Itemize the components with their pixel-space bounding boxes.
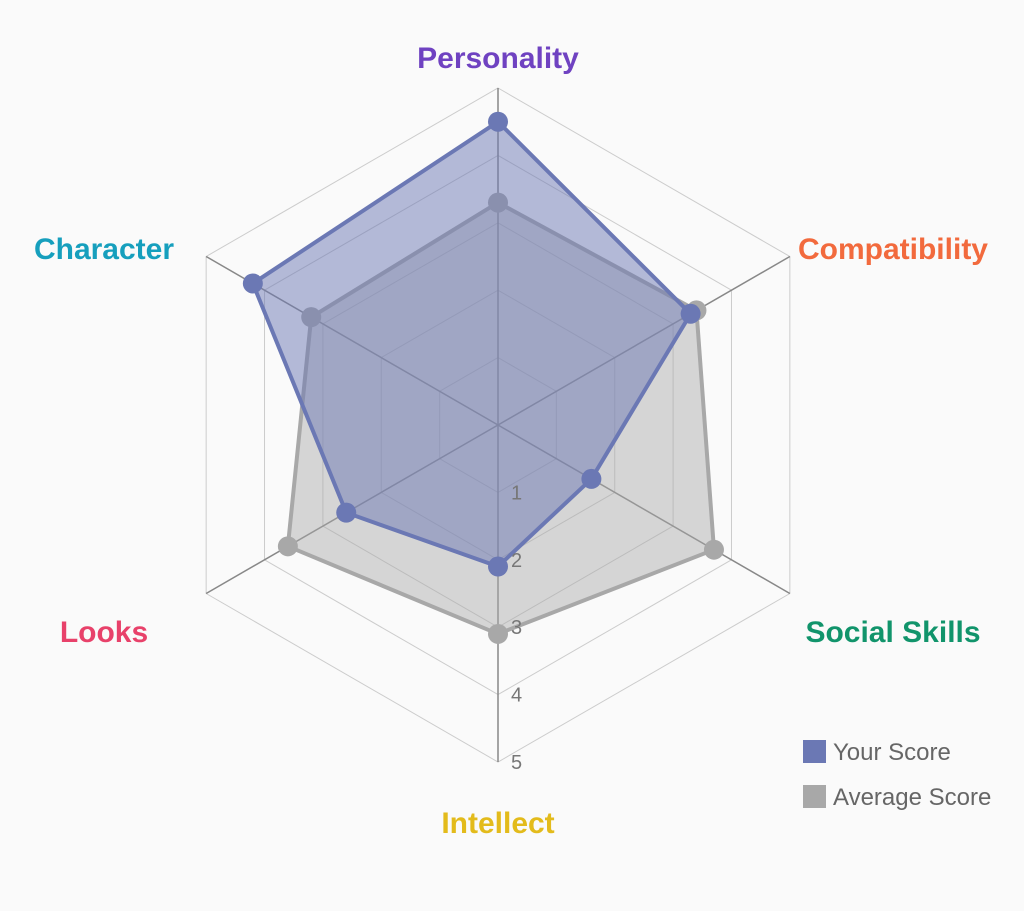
axis-title-social-skills: Social Skills: [805, 616, 980, 649]
legend-item[interactable]: Your Score: [803, 739, 951, 766]
legend-item[interactable]: Average Score: [803, 784, 991, 811]
axis-title-personality: Personality: [417, 42, 579, 75]
axis-title-looks: Looks: [60, 616, 148, 649]
legend-label: Your Score: [833, 739, 951, 766]
tick-label: 1: [511, 482, 522, 504]
data-point-intellect[interactable]: [488, 623, 508, 644]
data-point-looks[interactable]: [277, 536, 298, 557]
data-point-compatibility[interactable]: [680, 303, 701, 324]
axis-title-character: Character: [34, 233, 174, 266]
data-point-intellect[interactable]: [488, 556, 508, 577]
data-point-social-skills[interactable]: [581, 468, 602, 489]
data-point-looks[interactable]: [336, 502, 357, 523]
legend-label: Average Score: [833, 784, 991, 811]
data-point-character[interactable]: [242, 273, 263, 294]
radial-tick-labels: 1 2 3 4 5: [511, 482, 522, 774]
axis-title-compatibility: Compatibility: [798, 233, 988, 266]
legend: Your Score Average Score: [803, 739, 991, 811]
data-point-social-skills[interactable]: [703, 539, 724, 560]
axis-titles: Personality Compatibility Social Skills Int…: [34, 42, 988, 840]
tick-label: 5: [511, 752, 522, 774]
axis-title-intellect: Intellect: [441, 807, 554, 840]
tick-label: 3: [511, 617, 522, 639]
tick-label: 4: [511, 685, 522, 707]
series-your-score: [242, 111, 701, 577]
data-point-personality[interactable]: [488, 111, 508, 132]
radar-series-group: [242, 111, 724, 644]
legend-swatch: [803, 785, 826, 808]
legend-swatch: [803, 740, 826, 763]
tick-label: 2: [511, 550, 522, 572]
